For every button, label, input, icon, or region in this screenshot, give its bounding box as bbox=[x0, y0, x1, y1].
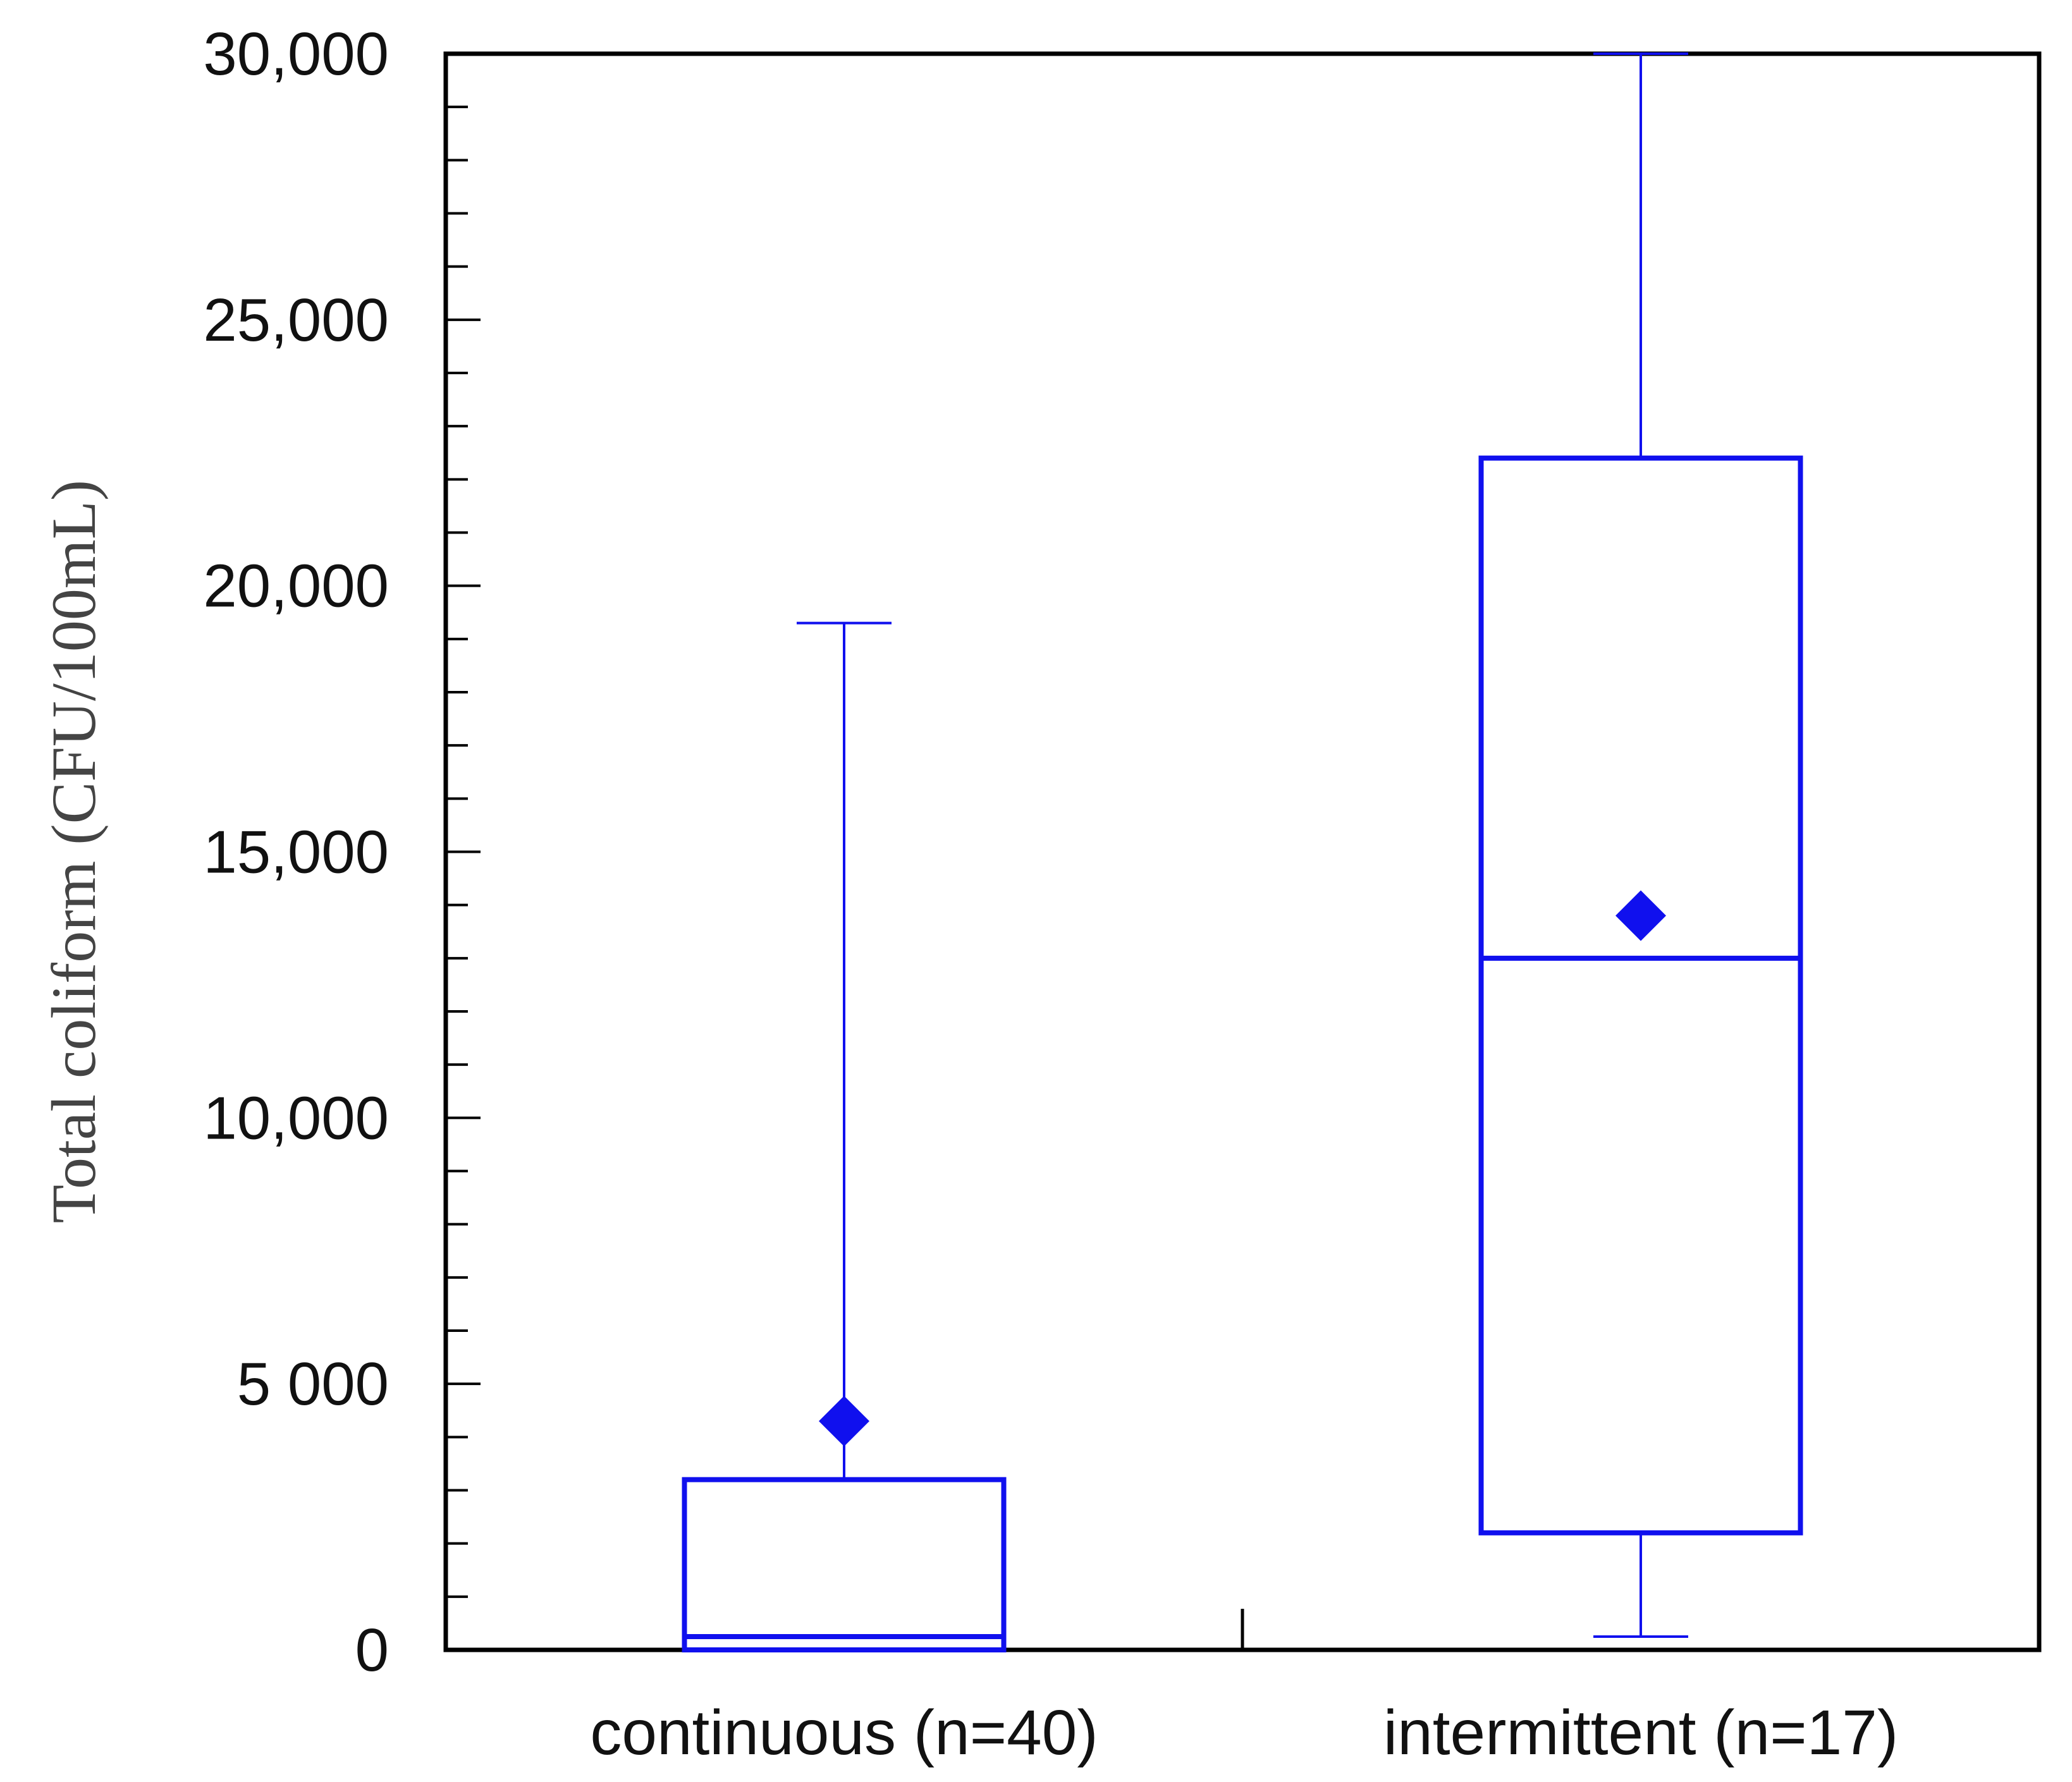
y-tick-label: 20,000 bbox=[203, 552, 389, 620]
category-label: continuous (n=40) bbox=[590, 1697, 1098, 1768]
iqr-box bbox=[682, 1477, 1007, 1653]
category-label: intermittent (n=17) bbox=[1383, 1697, 1898, 1768]
y-tick-labels: 0 5 000 10,000 15,000 20,000 25,000 30,000 bbox=[203, 20, 389, 1684]
y-tick-label: 15,000 bbox=[203, 819, 389, 886]
y-tick-label: 30,000 bbox=[203, 20, 389, 88]
y-tick-label: 0 bbox=[355, 1616, 389, 1684]
boxes bbox=[682, 52, 1803, 1653]
y-axis-title: Total coliform (CFU/100mL) bbox=[39, 480, 109, 1223]
iqr-box bbox=[1478, 455, 1803, 1535]
y-tick-label: 10,000 bbox=[203, 1084, 389, 1152]
category-labels: continuous (n=40) intermittent (n=17) bbox=[590, 1697, 1898, 1768]
y-tick-label: 25,000 bbox=[203, 286, 389, 354]
y-tick-label: 5 000 bbox=[237, 1350, 389, 1418]
box-series-0 bbox=[682, 621, 1007, 1653]
box-series-1 bbox=[1478, 52, 1803, 1638]
mean-marker bbox=[1615, 890, 1666, 941]
mean-marker bbox=[819, 1396, 869, 1447]
minor-ticks bbox=[446, 52, 481, 1651]
